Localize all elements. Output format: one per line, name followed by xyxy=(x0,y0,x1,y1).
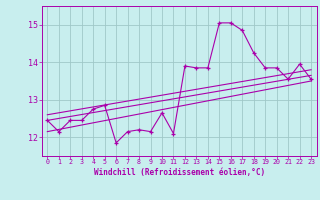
X-axis label: Windchill (Refroidissement éolien,°C): Windchill (Refroidissement éolien,°C) xyxy=(94,168,265,177)
